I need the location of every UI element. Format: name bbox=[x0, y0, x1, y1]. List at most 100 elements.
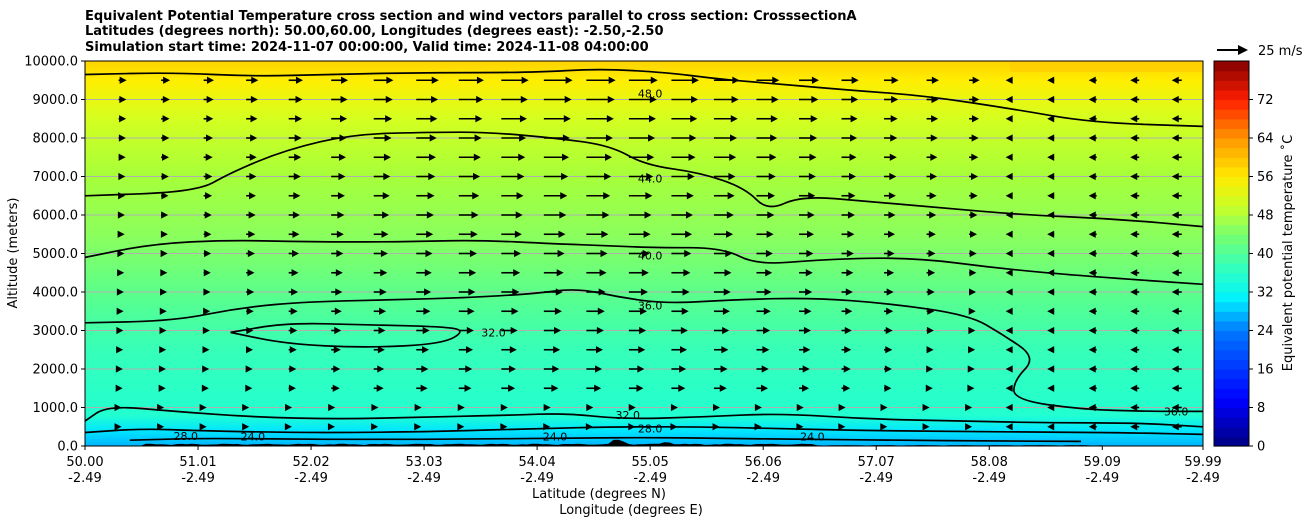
wind-vector-head bbox=[509, 346, 517, 354]
wind-vector-head bbox=[247, 269, 255, 277]
wind-vector-head bbox=[838, 403, 846, 412]
wind-vector-head bbox=[327, 423, 335, 431]
wind-vector-head bbox=[466, 346, 474, 354]
wind-vector-head bbox=[761, 365, 769, 373]
wind-vector-head bbox=[969, 269, 977, 277]
x-tick-label-longitude: -2.49 bbox=[1085, 471, 1119, 486]
wind-vector-head bbox=[1005, 423, 1013, 431]
wind-vector-head bbox=[340, 115, 348, 123]
wind-vector-head bbox=[383, 153, 391, 161]
colorbar-tick-label: 24 bbox=[1257, 324, 1274, 339]
wind-vector-head bbox=[1088, 249, 1096, 258]
wind-vector-head bbox=[158, 365, 166, 373]
wind-vector-head bbox=[470, 230, 478, 238]
wind-vector-head bbox=[762, 346, 770, 354]
wind-vector-head bbox=[646, 172, 654, 181]
chart-title-line-2: Latitudes (degrees north): 50.00,60.00, … bbox=[85, 24, 664, 39]
wind-vector-head bbox=[1130, 211, 1138, 219]
colorbar-band bbox=[1214, 349, 1249, 360]
wind-vector-head bbox=[968, 326, 976, 335]
wind-vector-head bbox=[726, 230, 734, 238]
wind-vector-head bbox=[889, 153, 897, 161]
wind-vector-head bbox=[594, 384, 602, 392]
wind-vector-head bbox=[1130, 95, 1138, 104]
wind-vector-head bbox=[118, 153, 126, 161]
wind-vector-head bbox=[1130, 192, 1138, 200]
wind-vector-head bbox=[1171, 269, 1179, 277]
wind-vector-head bbox=[242, 423, 250, 431]
wind-vector-head bbox=[247, 288, 255, 296]
wind-vector-head bbox=[289, 365, 297, 373]
wind-vector-head bbox=[765, 249, 773, 258]
wind-vector-head bbox=[971, 153, 979, 161]
wind-vector-head bbox=[558, 230, 566, 238]
wind-vector-head bbox=[465, 365, 473, 373]
wind-vector-head bbox=[765, 269, 773, 277]
wind-vector-head bbox=[424, 288, 432, 296]
wind-vector-head bbox=[1130, 249, 1138, 258]
wind-vector-head bbox=[604, 172, 612, 181]
wind-vector-head bbox=[1130, 269, 1138, 277]
wind-vector-head bbox=[420, 384, 428, 392]
wind-vector-head bbox=[805, 269, 813, 277]
wind-vector-head bbox=[843, 365, 851, 373]
colorbar-tick-label: 64 bbox=[1257, 132, 1274, 147]
colorbar-band bbox=[1214, 263, 1249, 274]
wind-vector-head bbox=[643, 230, 651, 238]
wind-vector-head bbox=[628, 403, 636, 412]
wind-vector-head bbox=[811, 95, 819, 104]
wind-vector-head bbox=[685, 230, 693, 238]
colorbar-band bbox=[1214, 292, 1249, 303]
wind-vector-head bbox=[972, 76, 980, 84]
wind-vector-head bbox=[334, 326, 342, 335]
colorbar-band bbox=[1214, 282, 1249, 293]
wind-vector-head bbox=[553, 346, 561, 354]
contour-label: 40.0 bbox=[638, 249, 663, 262]
colorbar-band bbox=[1214, 311, 1249, 322]
wind-vector-head bbox=[670, 403, 678, 412]
wind-vector-head bbox=[512, 288, 520, 296]
wind-vector-head bbox=[763, 307, 771, 315]
wind-vector-head bbox=[292, 211, 300, 219]
wind-vector-head bbox=[689, 134, 697, 142]
wind-vector-head bbox=[328, 403, 336, 412]
wind-vector-head bbox=[886, 288, 894, 296]
wind-vector-head bbox=[607, 95, 615, 104]
wind-vector-head bbox=[1130, 172, 1138, 181]
wind-vector-head bbox=[290, 326, 298, 335]
wind-vector-head bbox=[333, 365, 341, 373]
y-tick-label: 8000.0 bbox=[33, 132, 79, 147]
wind-vector-head bbox=[922, 403, 930, 412]
wind-vector-head bbox=[1088, 192, 1096, 200]
wind-vector-head bbox=[1047, 346, 1055, 354]
wind-vector-head bbox=[1088, 134, 1096, 142]
wind-vector-head bbox=[650, 76, 658, 84]
wind-vector-head bbox=[891, 95, 899, 104]
wind-vector-head bbox=[119, 115, 127, 123]
wind-vector-head bbox=[1171, 230, 1179, 238]
y-tick-label: 9000.0 bbox=[33, 93, 79, 108]
wind-vector-head bbox=[1005, 230, 1013, 238]
wind-vector-head bbox=[682, 288, 690, 296]
wind-vector-head bbox=[1005, 172, 1013, 181]
wind-vector-head bbox=[513, 269, 521, 277]
wind-vector-head bbox=[639, 326, 647, 335]
wind-vector-head bbox=[965, 423, 973, 431]
wind-vector-head bbox=[680, 346, 688, 354]
contour-label: 24.0 bbox=[800, 430, 825, 443]
wind-vector-head bbox=[500, 403, 508, 412]
wind-vector-head bbox=[887, 230, 895, 238]
wind-vector-head bbox=[473, 153, 481, 161]
wind-vector-head bbox=[769, 153, 777, 161]
wind-vector-head bbox=[1130, 76, 1138, 84]
wind-vector-head bbox=[199, 403, 207, 412]
colorbar-tick-label: 32 bbox=[1257, 286, 1274, 301]
wind-vector-head bbox=[158, 384, 166, 392]
wind-vector-head bbox=[1088, 365, 1096, 373]
quiver-key-label: 25 m/s bbox=[1258, 44, 1303, 59]
wind-vector-head bbox=[376, 384, 384, 392]
wind-vector-head bbox=[1088, 76, 1096, 84]
wind-vector-head bbox=[245, 384, 253, 392]
wind-vector-head bbox=[116, 288, 124, 296]
wind-vector-head bbox=[1130, 307, 1138, 315]
